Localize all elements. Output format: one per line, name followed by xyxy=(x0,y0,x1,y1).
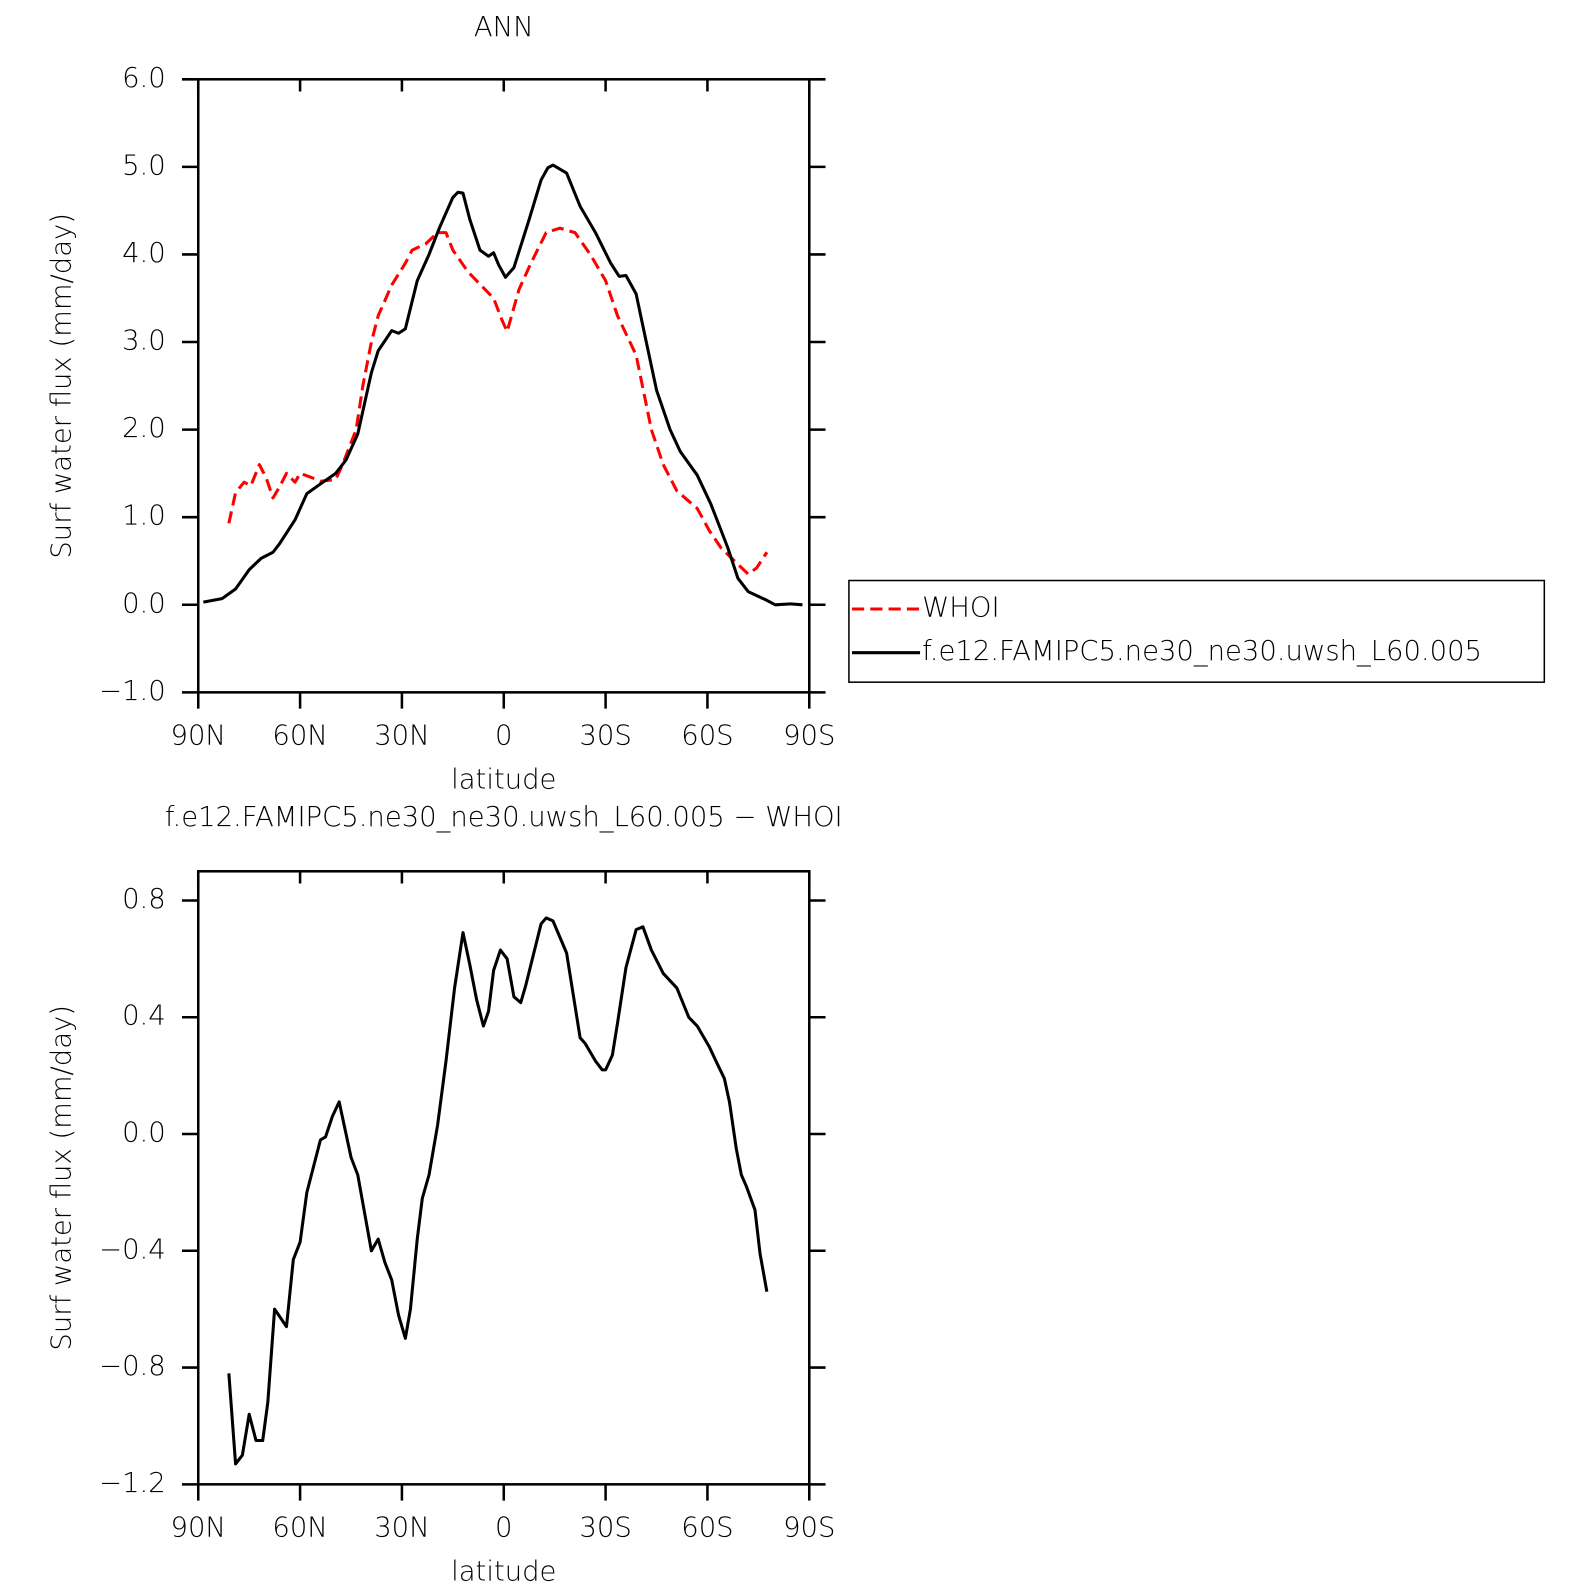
x-tick-label: 60N xyxy=(272,721,327,752)
y-tick-label: −0.4 xyxy=(99,1234,166,1265)
y-tick-label: 0.0 xyxy=(122,1118,166,1149)
y-tick-label: −1.2 xyxy=(99,1468,166,1499)
legend-label: WHOI xyxy=(922,592,999,623)
x-tick-label: 0 xyxy=(495,721,512,752)
data-line xyxy=(203,163,803,607)
x-tick-label: 30S xyxy=(579,1513,631,1544)
y-tick-label: −1.0 xyxy=(99,676,166,707)
y-tick-label: 5.0 xyxy=(122,150,166,181)
x-tick-label: 90S xyxy=(783,1513,835,1544)
y-tick-label: 0.8 xyxy=(122,884,166,915)
data-line xyxy=(227,226,769,576)
x-tick-label: 90N xyxy=(171,721,226,752)
axes-frame xyxy=(196,870,811,1486)
x-tick-label: 60N xyxy=(272,1513,327,1544)
x-tick-label: 30S xyxy=(579,721,631,752)
y-tick-label: 0.4 xyxy=(122,1001,166,1032)
x-tick-label: 90N xyxy=(171,1513,226,1544)
x-tick-label: 0 xyxy=(495,1513,512,1544)
chart-title: ANN xyxy=(474,12,534,43)
y-tick-label: 2.0 xyxy=(122,413,166,444)
data-line xyxy=(227,916,769,1466)
x-tick-label: 30N xyxy=(374,1513,429,1544)
y-axis-label: Surf water flux (mm/day) xyxy=(47,213,78,559)
y-tick-label: 0.0 xyxy=(122,588,166,619)
y-tick-label: 6.0 xyxy=(122,63,166,94)
x-axis-label: latitude xyxy=(451,764,556,795)
chart-title: f.e12.FAMIPC5.ne30_ne30.uwsh_L60.005 − W… xyxy=(165,802,843,833)
y-tick-label: −0.8 xyxy=(99,1351,166,1382)
axes-frame xyxy=(196,78,811,694)
x-tick-label: 60S xyxy=(681,1513,733,1544)
x-tick-label: 90S xyxy=(783,721,835,752)
x-tick-label: 60S xyxy=(681,721,733,752)
legend-label: f.e12.FAMIPC5.ne30_ne30.uwsh_L60.005 xyxy=(922,636,1482,667)
x-tick-label: 30N xyxy=(374,721,429,752)
y-tick-label: 4.0 xyxy=(122,238,166,269)
x-axis-label: latitude xyxy=(451,1556,556,1586)
legend-box xyxy=(848,579,1546,683)
y-axis-label: Surf water flux (mm/day) xyxy=(47,1005,78,1351)
y-tick-label: 3.0 xyxy=(122,326,166,357)
y-tick-label: 1.0 xyxy=(122,501,166,532)
